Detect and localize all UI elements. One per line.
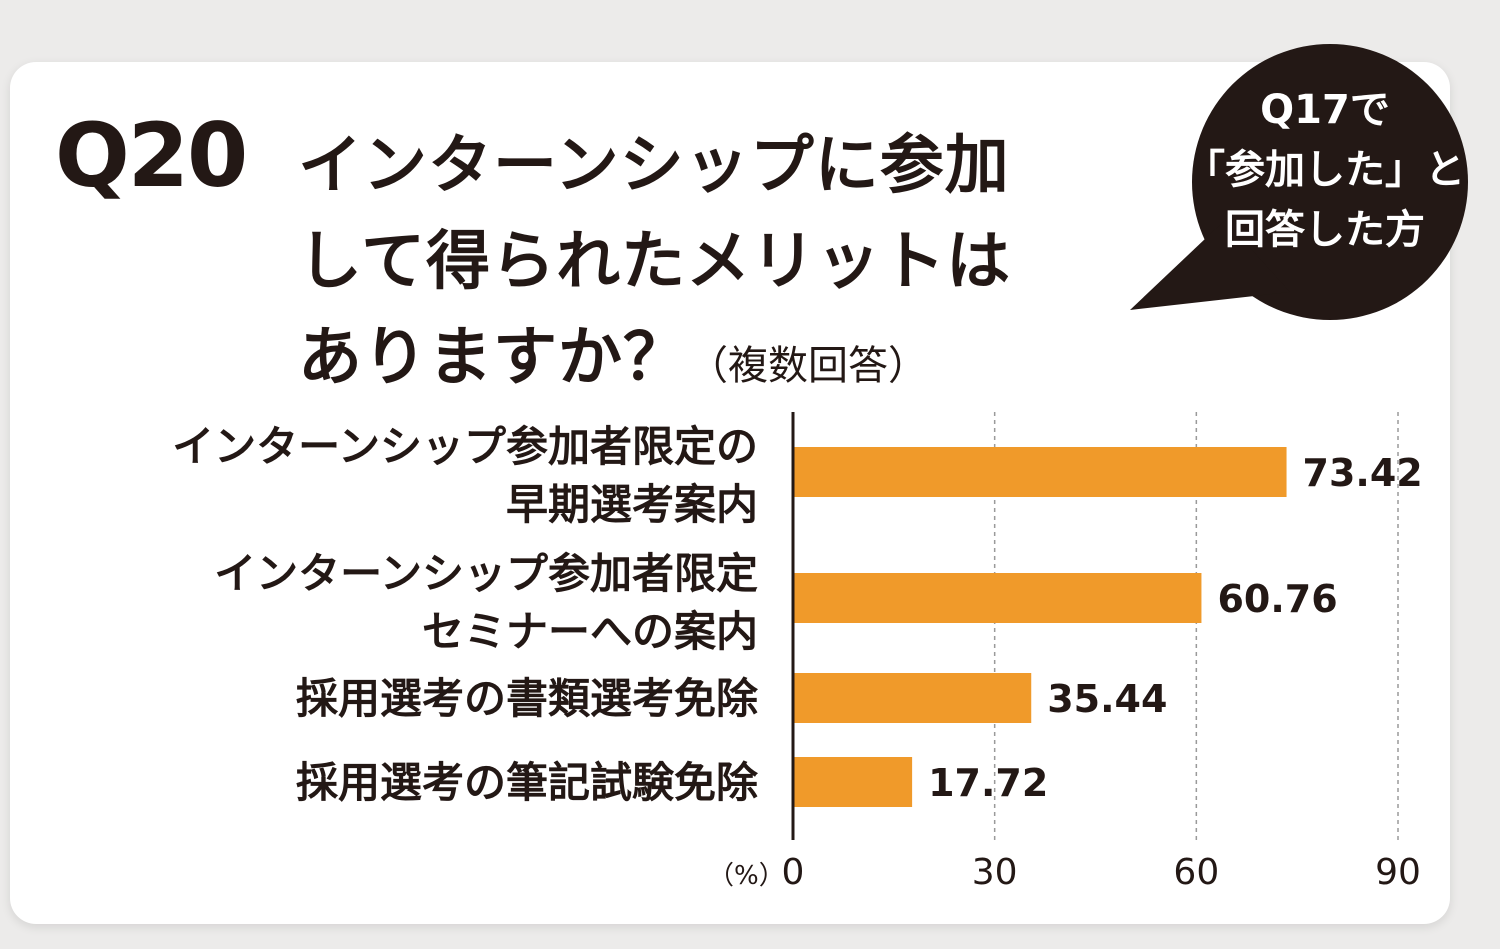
category-label-3: 採用選考の書類選考免除 [58,670,758,728]
bar-2 [794,573,1202,623]
category-label-4: 採用選考の筆記試験免除 [58,754,758,812]
value-label-1: 73.42 [1303,451,1423,495]
title-line-3-text: ありますか？ [298,321,688,395]
question-title: インターンシップに参加 して得られたメリットは ありますか？（複数回答） [298,118,1118,414]
speech-bubble-circle [1192,44,1468,320]
value-label-4: 17.72 [928,761,1048,805]
speech-bubble [1130,44,1468,320]
bar-3 [794,673,1032,723]
category-label-2-line-2: セミナーへの案内 [421,607,758,656]
title-note: （複数回答） [688,343,928,389]
x-tick-label-60: 60 [1173,852,1219,893]
value-label-3: 35.44 [1047,677,1167,721]
axis-unit-label: （%） [708,861,785,891]
question-number: Q20 [55,104,248,207]
bar-1 [794,447,1287,497]
category-label-1-line-1: インターンシップ参加者限定の [172,422,758,471]
title-line-2: して得られたメリットは [298,225,1012,299]
x-tick-label-30: 30 [972,852,1018,893]
category-label-4-line-1: 採用選考の筆記試験免除 [295,758,758,807]
bubble-line-2: 「参加した」と [1185,147,1465,193]
category-label-2-line-1: インターンシップ参加者限定 [214,549,758,598]
value-label-2: 60.76 [1217,577,1337,621]
speech-bubble-tail [1130,220,1290,310]
speech-bubble-text: Q17で 「参加した」と 回答した方 [1175,80,1475,260]
bubble-line-1: Q17で [1260,87,1390,133]
x-tick-label-90: 90 [1375,852,1421,893]
title-line-3: ありますか？（複数回答） [298,310,1118,414]
category-label-2: インターンシップ参加者限定 セミナーへの案内 [58,545,758,661]
bar-4 [794,757,913,807]
category-label-3-line-1: 採用選考の書類選考免除 [295,674,758,723]
bubble-line-3: 回答した方 [1225,207,1425,253]
title-line-1: インターンシップに参加 [298,129,1010,203]
x-tick-label-0: 0 [782,852,805,893]
category-label-1-line-2: 早期選考案内 [505,480,758,529]
category-label-1: インターンシップ参加者限定の 早期選考案内 [58,418,758,534]
